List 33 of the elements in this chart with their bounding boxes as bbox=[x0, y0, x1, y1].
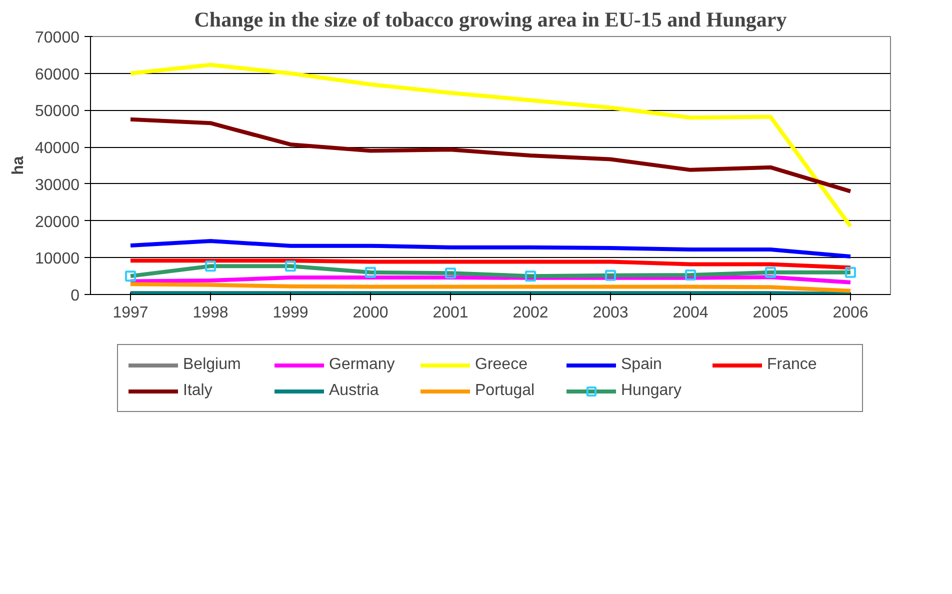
line-series bbox=[128, 62, 852, 228]
line-series bbox=[128, 117, 852, 194]
legend-label: Italy bbox=[183, 382, 214, 400]
y-tick-label: 10000 bbox=[35, 250, 80, 268]
x-tick-label: 1997 bbox=[112, 304, 148, 322]
chart-title: Change in the size of tobacco growing area in EU-15 and Hungary bbox=[194, 8, 788, 32]
x-tick-label: 2001 bbox=[432, 304, 468, 322]
x-tick-label: 2000 bbox=[352, 304, 388, 322]
legend-label: Austria bbox=[329, 382, 380, 400]
x-tick-label: 2004 bbox=[672, 304, 708, 322]
legend-label: France bbox=[767, 356, 818, 374]
legend-label: Spain bbox=[621, 356, 663, 374]
x-tick-label: 2003 bbox=[592, 304, 628, 322]
x-tick-label: 2002 bbox=[512, 304, 548, 322]
line-series bbox=[128, 282, 852, 293]
y-tick-label: 70000 bbox=[35, 30, 80, 46]
x-tick-label: 2005 bbox=[752, 304, 788, 322]
x-tick-label: 1998 bbox=[192, 304, 228, 322]
y-tick-label: 0 bbox=[70, 288, 80, 304]
line-series bbox=[128, 239, 852, 259]
x-tick-label: 2006 bbox=[832, 304, 868, 322]
y-tick-label: 50000 bbox=[35, 103, 80, 120]
y-tick-label: 20000 bbox=[35, 214, 80, 231]
y-tick-label: 40000 bbox=[35, 140, 80, 158]
legend-label: Germany bbox=[329, 356, 396, 374]
legend-label: Hungary bbox=[621, 382, 682, 400]
legend-label: Greece bbox=[475, 356, 528, 374]
x-tick-label: 1999 bbox=[272, 304, 308, 322]
y-axis-title: ha bbox=[10, 156, 28, 175]
legend-label: Portugal bbox=[475, 382, 536, 400]
legend-label: Belgium bbox=[183, 356, 242, 374]
y-tick-label: 30000 bbox=[35, 176, 80, 194]
y-tick-label: 60000 bbox=[35, 66, 80, 84]
